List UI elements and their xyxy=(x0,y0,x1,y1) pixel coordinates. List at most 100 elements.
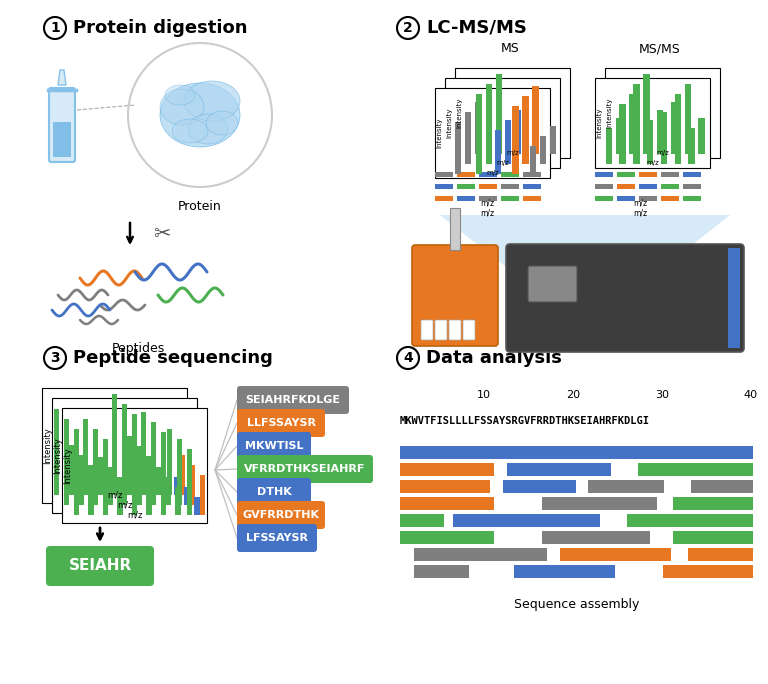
Bar xyxy=(136,447,142,505)
Text: m/z: m/z xyxy=(480,209,494,218)
Bar xyxy=(617,172,635,177)
Text: Intensity: Intensity xyxy=(44,427,52,464)
FancyBboxPatch shape xyxy=(237,455,373,483)
Polygon shape xyxy=(58,70,66,85)
Text: m/z: m/z xyxy=(127,511,142,520)
Bar xyxy=(74,429,79,515)
Bar xyxy=(68,445,74,495)
Bar xyxy=(479,196,497,201)
FancyBboxPatch shape xyxy=(237,478,311,506)
Text: MKWTISL: MKWTISL xyxy=(245,441,303,451)
Bar xyxy=(728,248,740,348)
Bar xyxy=(435,184,453,189)
FancyBboxPatch shape xyxy=(46,546,154,586)
Bar xyxy=(683,172,701,177)
Text: Intensity: Intensity xyxy=(456,98,462,129)
Text: 30: 30 xyxy=(655,390,669,400)
Bar xyxy=(165,477,170,505)
Bar xyxy=(200,475,205,515)
Bar xyxy=(42,388,187,503)
Text: MKWVTFISLLLLFSSAYSRGVFRRDTHKSEIAHRFKDLGI: MKWVTFISLLLLFSSAYSRGVFRRDTHKSEIAHRFKDLGI xyxy=(400,416,650,426)
Bar xyxy=(118,477,123,515)
Polygon shape xyxy=(440,215,730,270)
Text: 40: 40 xyxy=(743,390,757,400)
Text: m/z: m/z xyxy=(506,150,519,156)
Bar xyxy=(457,172,475,177)
Bar xyxy=(683,184,701,189)
Bar xyxy=(400,480,490,493)
Text: Sequence assembly: Sequence assembly xyxy=(515,598,640,611)
Bar xyxy=(505,120,511,164)
Bar xyxy=(514,565,614,578)
Bar xyxy=(184,487,190,505)
Bar xyxy=(450,208,460,250)
FancyBboxPatch shape xyxy=(528,266,577,302)
Bar xyxy=(595,78,710,168)
Bar xyxy=(485,84,492,164)
FancyBboxPatch shape xyxy=(435,320,447,340)
Text: SEIAHRFKDLGE: SEIAHRFKDLGE xyxy=(246,395,340,405)
Bar xyxy=(639,172,657,177)
Text: 3: 3 xyxy=(50,351,60,365)
Bar xyxy=(617,184,635,189)
Text: 4: 4 xyxy=(403,351,413,365)
Ellipse shape xyxy=(172,119,208,143)
Bar xyxy=(457,196,475,201)
Bar xyxy=(512,106,518,174)
Bar xyxy=(627,514,753,527)
Bar xyxy=(616,118,622,154)
Text: LC-MS/MS: LC-MS/MS xyxy=(426,19,527,37)
Bar xyxy=(639,184,657,189)
Text: GVFRRDTHK: GVFRRDTHK xyxy=(243,510,319,520)
Bar xyxy=(465,112,471,164)
Bar xyxy=(400,446,753,459)
Text: Data analysis: Data analysis xyxy=(426,349,562,367)
Bar xyxy=(177,439,182,505)
Text: ✂: ✂ xyxy=(154,224,170,244)
Bar xyxy=(630,94,636,154)
Text: MS: MS xyxy=(501,42,519,55)
Bar xyxy=(684,83,691,154)
FancyBboxPatch shape xyxy=(237,432,311,460)
Bar xyxy=(126,436,132,495)
Bar xyxy=(530,146,536,174)
Text: Intensity: Intensity xyxy=(54,437,62,474)
Bar xyxy=(54,409,59,495)
Bar xyxy=(674,94,681,164)
FancyBboxPatch shape xyxy=(237,501,325,529)
Ellipse shape xyxy=(184,81,240,121)
Bar xyxy=(674,531,753,544)
Bar xyxy=(122,404,127,505)
Bar xyxy=(175,487,180,515)
Bar xyxy=(647,120,654,164)
Bar xyxy=(501,172,519,177)
Bar xyxy=(400,497,494,510)
Bar xyxy=(83,419,88,495)
FancyBboxPatch shape xyxy=(463,320,475,340)
FancyBboxPatch shape xyxy=(49,88,75,162)
Text: m/z: m/z xyxy=(646,160,659,166)
Ellipse shape xyxy=(165,85,195,105)
Bar xyxy=(190,464,195,505)
Bar xyxy=(161,432,166,515)
Text: 2: 2 xyxy=(403,21,413,35)
Bar xyxy=(435,196,453,201)
Bar xyxy=(560,548,671,561)
Text: SEIAHR: SEIAHR xyxy=(68,559,131,573)
Bar xyxy=(698,118,705,154)
Text: m/z: m/z xyxy=(496,160,509,166)
Bar xyxy=(457,184,475,189)
Bar xyxy=(639,196,657,201)
FancyBboxPatch shape xyxy=(449,320,461,340)
Bar xyxy=(674,497,753,510)
Text: m/z: m/z xyxy=(107,491,122,500)
Bar xyxy=(503,480,575,493)
Bar xyxy=(688,128,695,164)
Bar xyxy=(617,196,635,201)
Bar xyxy=(638,463,753,476)
FancyBboxPatch shape xyxy=(412,245,498,346)
Bar xyxy=(691,480,753,493)
Bar xyxy=(167,430,172,495)
Bar xyxy=(479,184,497,189)
Bar xyxy=(515,110,521,154)
